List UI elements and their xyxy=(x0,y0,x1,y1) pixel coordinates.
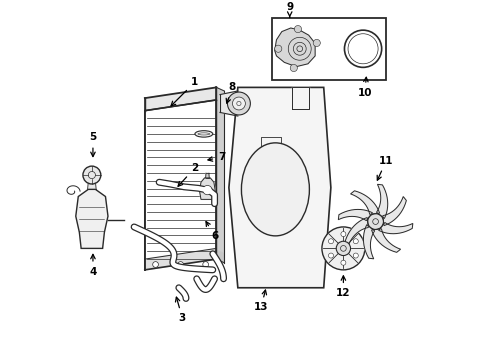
Circle shape xyxy=(313,39,320,46)
Polygon shape xyxy=(261,138,281,152)
Text: 9: 9 xyxy=(286,2,294,18)
Circle shape xyxy=(353,239,358,244)
Circle shape xyxy=(353,253,358,258)
Polygon shape xyxy=(383,197,406,226)
Polygon shape xyxy=(371,229,401,252)
Polygon shape xyxy=(76,189,108,248)
Circle shape xyxy=(290,64,297,72)
Circle shape xyxy=(153,262,158,267)
Polygon shape xyxy=(145,87,217,111)
Text: 6: 6 xyxy=(206,221,218,241)
Text: 7: 7 xyxy=(208,152,225,162)
Text: 1: 1 xyxy=(171,77,198,106)
Circle shape xyxy=(178,262,183,267)
Bar xyxy=(272,18,386,80)
Circle shape xyxy=(232,97,245,110)
Text: 12: 12 xyxy=(336,276,351,298)
Circle shape xyxy=(203,185,212,195)
Polygon shape xyxy=(275,28,315,67)
Polygon shape xyxy=(220,91,239,116)
Polygon shape xyxy=(145,248,217,270)
Circle shape xyxy=(275,45,282,52)
Circle shape xyxy=(322,227,365,270)
Polygon shape xyxy=(345,217,368,247)
Polygon shape xyxy=(338,210,372,221)
Ellipse shape xyxy=(195,131,213,137)
Circle shape xyxy=(341,231,346,237)
Polygon shape xyxy=(379,222,413,234)
Polygon shape xyxy=(199,178,215,199)
Circle shape xyxy=(203,262,209,267)
Text: 13: 13 xyxy=(254,290,269,312)
Circle shape xyxy=(328,253,334,258)
Polygon shape xyxy=(350,191,380,214)
Text: 2: 2 xyxy=(178,163,198,186)
Circle shape xyxy=(83,166,101,184)
Text: 5: 5 xyxy=(89,132,97,157)
Polygon shape xyxy=(364,225,375,259)
Text: 10: 10 xyxy=(358,77,372,98)
Text: 4: 4 xyxy=(89,255,97,276)
Text: 8: 8 xyxy=(226,82,236,103)
Text: 11: 11 xyxy=(377,156,393,180)
Circle shape xyxy=(328,239,334,244)
Circle shape xyxy=(341,260,346,265)
Polygon shape xyxy=(88,182,96,189)
Polygon shape xyxy=(229,87,331,288)
Polygon shape xyxy=(217,87,224,263)
Polygon shape xyxy=(292,87,309,109)
Circle shape xyxy=(294,26,301,33)
Polygon shape xyxy=(206,173,209,178)
Circle shape xyxy=(336,241,350,256)
Circle shape xyxy=(227,92,250,115)
Ellipse shape xyxy=(242,143,309,236)
Polygon shape xyxy=(376,184,388,219)
Circle shape xyxy=(368,214,384,229)
Polygon shape xyxy=(217,250,224,263)
Text: 3: 3 xyxy=(175,297,186,323)
